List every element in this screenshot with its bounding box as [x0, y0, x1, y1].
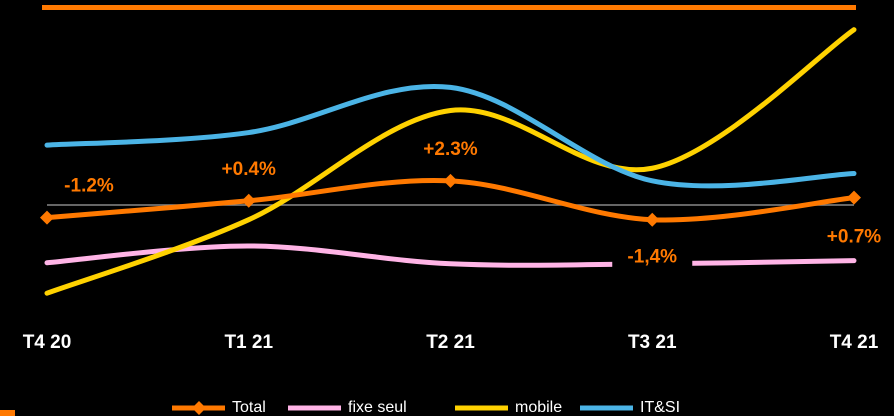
top-bar [42, 5, 856, 10]
data-marker [241, 193, 256, 208]
value-label: -1.2% [64, 176, 114, 197]
corner-mark [0, 410, 15, 416]
data-marker [443, 173, 458, 188]
legend-label: IT&SI [640, 399, 680, 416]
series-line [44, 83, 857, 189]
series-line [44, 27, 857, 296]
data-marker [645, 212, 660, 227]
data-marker [40, 210, 54, 225]
legend-label: fixe seul [348, 399, 407, 416]
data-marker [847, 190, 861, 205]
x-tick-label: T2 21 [426, 332, 475, 353]
value-label: +0.7% [827, 227, 882, 248]
x-tick-label: T4 20 [23, 332, 72, 353]
x-tick-label: T3 21 [628, 332, 677, 353]
legend-label: Total [232, 399, 266, 416]
legend-marker [192, 401, 206, 415]
value-label: +0.4% [222, 159, 277, 180]
value-label: -1,4% [627, 247, 677, 268]
label-bg [612, 244, 693, 271]
x-tick-label: T4 21 [830, 332, 879, 353]
value-label: +2.3% [423, 139, 478, 160]
legend-label: mobile [515, 399, 562, 416]
x-tick-label: T1 21 [224, 332, 273, 353]
